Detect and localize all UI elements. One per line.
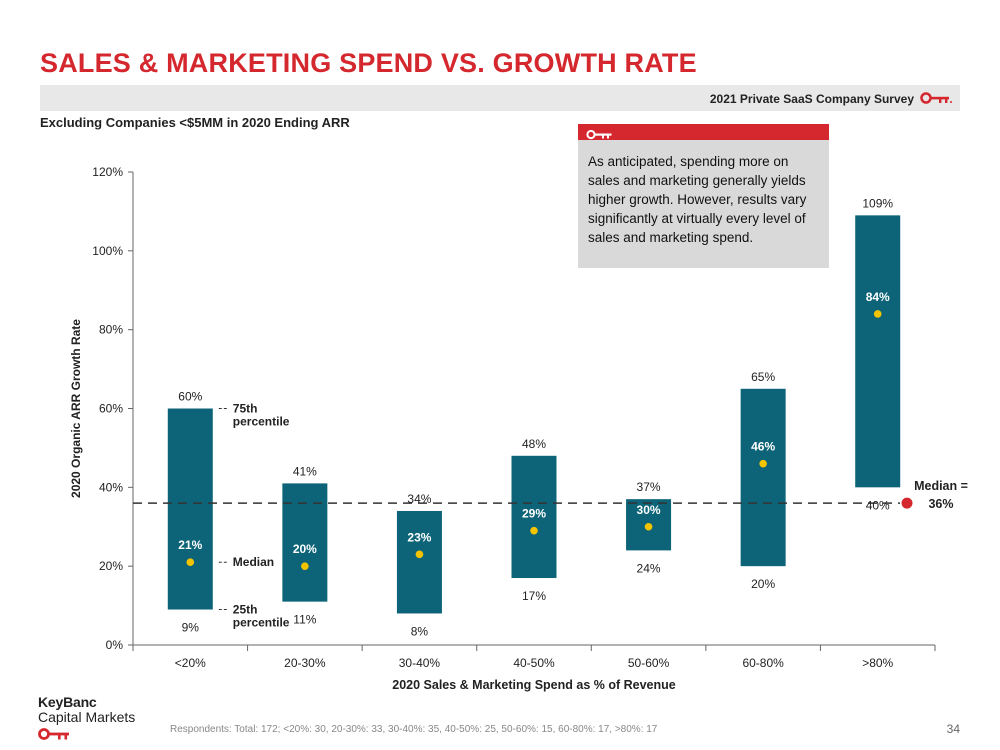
p75-annotation-text: percentile bbox=[233, 415, 290, 429]
y-tick-label: 20% bbox=[99, 559, 123, 573]
range-bar bbox=[167, 408, 213, 610]
y-tick-label: 120% bbox=[92, 165, 123, 179]
x-tick-label: 40-50% bbox=[513, 656, 555, 670]
p25-label: 20% bbox=[751, 577, 775, 591]
key-icon bbox=[920, 91, 954, 110]
median-label: 46% bbox=[751, 440, 775, 454]
p25-label: 8% bbox=[411, 624, 429, 638]
survey-band: 2021 Private SaaS Company Survey bbox=[40, 85, 960, 111]
y-tick-label: 100% bbox=[92, 244, 123, 258]
x-axis-title: 2020 Sales & Marketing Spend as % of Rev… bbox=[392, 678, 675, 692]
median-dot bbox=[301, 562, 309, 570]
logo-subname: Capital Markets bbox=[38, 709, 136, 725]
median-dot bbox=[415, 550, 424, 559]
overall-median-value: 36% bbox=[928, 497, 953, 511]
p75-label: 37% bbox=[637, 480, 661, 494]
p75-annotation-text: 75th bbox=[233, 402, 258, 416]
x-tick-label: 50-60% bbox=[628, 656, 670, 670]
y-axis-title: 2020 Organic ARR Growth Rate bbox=[69, 319, 83, 498]
median-dot bbox=[873, 310, 882, 318]
median-label: 21% bbox=[178, 538, 202, 552]
range-bar bbox=[855, 215, 901, 488]
p75-label: 34% bbox=[407, 492, 431, 506]
median-label: 23% bbox=[407, 530, 431, 544]
median-label: 20% bbox=[293, 542, 317, 556]
x-tick-label: 20-30% bbox=[284, 656, 326, 670]
p75-label: 65% bbox=[751, 370, 775, 384]
median-dot bbox=[759, 459, 767, 468]
median-label: 84% bbox=[866, 290, 890, 304]
logo-name: KeyBanc bbox=[38, 694, 97, 710]
callout-box: As anticipated, spending more on sales a… bbox=[578, 140, 829, 268]
range-bar bbox=[396, 510, 442, 614]
p25-annotation-text: 25th bbox=[233, 603, 258, 617]
y-tick-label: 0% bbox=[106, 638, 124, 652]
page-number: 34 bbox=[946, 722, 960, 736]
callout-key-icon bbox=[586, 127, 616, 145]
page-title: SALES & MARKETING SPEND VS. GROWTH RATE bbox=[40, 48, 697, 78]
p25-label: 11% bbox=[293, 613, 316, 627]
median-dot bbox=[644, 522, 653, 531]
p25-label: 9% bbox=[182, 621, 200, 635]
median-dot bbox=[530, 526, 538, 535]
overall-median-dot bbox=[901, 497, 913, 509]
median-label: 30% bbox=[637, 503, 661, 517]
x-tick-label: >80% bbox=[862, 656, 893, 670]
p75-label: 109% bbox=[862, 196, 893, 210]
p25-label: 40% bbox=[866, 498, 890, 512]
range-bar bbox=[740, 388, 786, 567]
p75-label: 41% bbox=[293, 464, 317, 478]
callout-text: As anticipated, spending more on sales a… bbox=[588, 154, 807, 245]
callout-header bbox=[578, 124, 829, 140]
chart-subtitle: Excluding Companies <$5MM in 2020 Ending… bbox=[40, 115, 350, 130]
overall-median-label: Median = bbox=[914, 479, 968, 493]
p25-label: 17% bbox=[522, 589, 546, 603]
logo-key-icon bbox=[38, 727, 135, 746]
median-dot bbox=[186, 558, 195, 567]
y-tick-label: 40% bbox=[99, 480, 123, 494]
survey-label: 2021 Private SaaS Company Survey bbox=[709, 92, 914, 106]
footnote: Respondents: Total: 172; <20%: 30, 20-30… bbox=[170, 724, 658, 735]
p75-label: 48% bbox=[522, 437, 546, 451]
y-tick-label: 80% bbox=[99, 323, 123, 337]
p25-annotation-text: percentile bbox=[233, 616, 290, 630]
p75-label: 60% bbox=[178, 390, 202, 404]
median-label: 29% bbox=[522, 507, 546, 521]
y-tick-label: 60% bbox=[99, 402, 123, 416]
keybanc-logo: KeyBanc Capital Markets bbox=[38, 694, 135, 746]
x-tick-label: <20% bbox=[175, 656, 206, 670]
p25-label: 24% bbox=[637, 561, 661, 575]
x-tick-label: 60-80% bbox=[742, 656, 784, 670]
x-tick-label: 30-40% bbox=[399, 656, 441, 670]
median-annotation-text: Median bbox=[233, 555, 274, 569]
range-bar bbox=[511, 455, 557, 578]
